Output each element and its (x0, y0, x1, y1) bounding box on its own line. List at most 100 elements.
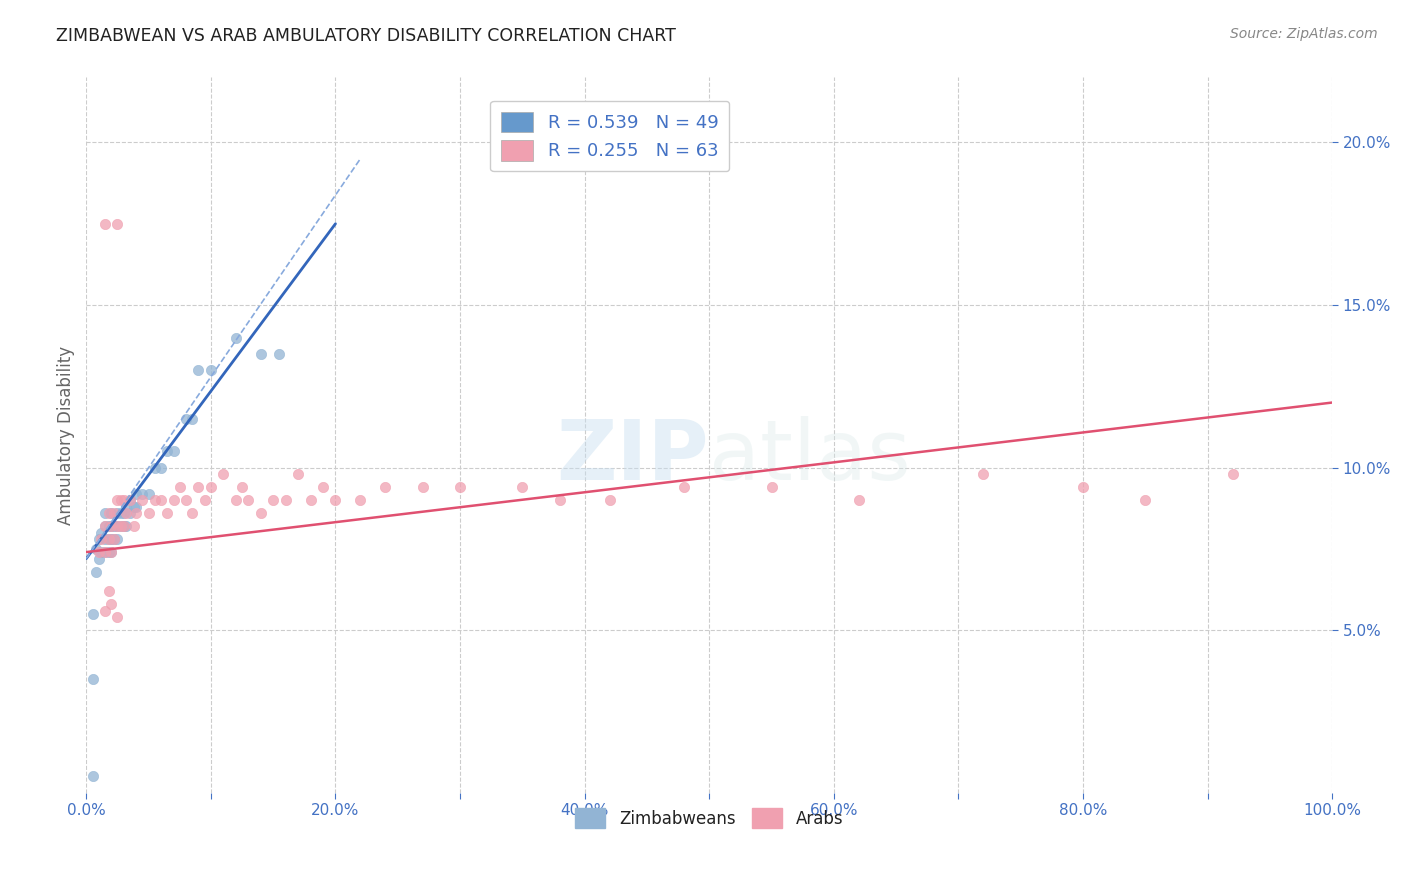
Point (94, 519, 117, 533)
Point (143, 493, 166, 508)
Point (225, 493, 247, 508)
Point (94, 532, 117, 546)
Point (673, 480, 696, 494)
Point (82, 672, 104, 686)
Point (150, 460, 173, 475)
Point (97, 545, 120, 559)
Point (97, 532, 120, 546)
Point (87, 551, 110, 566)
Point (107, 610, 129, 624)
Point (97, 532, 120, 546)
Point (87, 532, 110, 546)
Point (212, 467, 235, 481)
Point (118, 506, 141, 520)
Point (200, 363, 222, 377)
Point (84, 565, 107, 579)
Point (110, 506, 132, 520)
Point (169, 480, 191, 494)
Point (1222, 467, 1244, 481)
Point (107, 506, 129, 520)
Point (115, 519, 138, 533)
Point (1071, 480, 1094, 494)
Point (112, 493, 135, 508)
Point (131, 493, 153, 508)
Point (412, 480, 434, 494)
Point (87, 545, 110, 559)
Point (131, 486, 153, 500)
Point (107, 217, 129, 231)
Point (156, 506, 179, 520)
Point (107, 532, 129, 546)
Point (194, 493, 217, 508)
Point (112, 519, 135, 533)
Point (90, 525, 112, 540)
Legend: Zimbabweans, Arabs: Zimbabweans, Arabs (569, 802, 849, 834)
Point (512, 480, 534, 494)
Point (299, 493, 322, 508)
Y-axis label: Ambulatory Disability: Ambulatory Disability (58, 345, 75, 524)
Point (94, 217, 117, 231)
Point (548, 493, 571, 508)
Point (118, 493, 141, 508)
Point (187, 480, 209, 494)
Text: Source: ZipAtlas.com: Source: ZipAtlas.com (1230, 27, 1378, 41)
Point (94, 604, 117, 618)
Point (972, 467, 994, 481)
Point (115, 506, 138, 520)
Point (100, 597, 122, 611)
Point (312, 480, 335, 494)
Point (110, 519, 132, 533)
Text: ZIP: ZIP (557, 416, 709, 497)
Point (325, 493, 347, 508)
Point (761, 480, 783, 494)
Point (84, 541, 107, 556)
Point (100, 506, 122, 520)
Point (122, 500, 145, 514)
Point (269, 347, 291, 361)
Point (100, 545, 122, 559)
Point (274, 493, 297, 508)
Point (200, 480, 222, 494)
Point (181, 506, 204, 520)
Point (162, 493, 184, 508)
Point (82, 769, 104, 783)
Point (112, 506, 135, 520)
Point (103, 532, 125, 546)
Point (100, 519, 122, 533)
Point (110, 519, 132, 533)
Point (100, 532, 122, 546)
Point (150, 493, 173, 508)
Point (115, 500, 138, 514)
Point (848, 493, 870, 508)
Point (249, 506, 271, 520)
Point (112, 519, 135, 533)
Point (107, 519, 129, 533)
Point (103, 532, 125, 546)
Text: ZIMBABWEAN VS ARAB AMBULATORY DISABILITY CORRELATION CHART: ZIMBABWEAN VS ARAB AMBULATORY DISABILITY… (56, 27, 676, 45)
Point (97, 519, 120, 533)
Point (187, 363, 209, 377)
Point (90, 532, 112, 546)
Point (107, 493, 129, 508)
Point (599, 493, 621, 508)
Point (125, 500, 148, 514)
Point (94, 519, 117, 533)
Point (238, 493, 260, 508)
Point (249, 347, 271, 361)
Point (103, 506, 125, 520)
Point (97, 506, 120, 520)
Point (374, 480, 396, 494)
Point (162, 444, 184, 458)
Point (100, 545, 122, 559)
Point (225, 330, 247, 344)
Point (143, 460, 166, 475)
Point (122, 519, 145, 533)
Point (449, 480, 471, 494)
Point (97, 584, 120, 599)
Point (125, 506, 148, 520)
Point (181, 411, 204, 425)
Point (94, 506, 117, 520)
Point (1135, 493, 1157, 508)
Point (103, 519, 125, 533)
Point (156, 444, 179, 458)
